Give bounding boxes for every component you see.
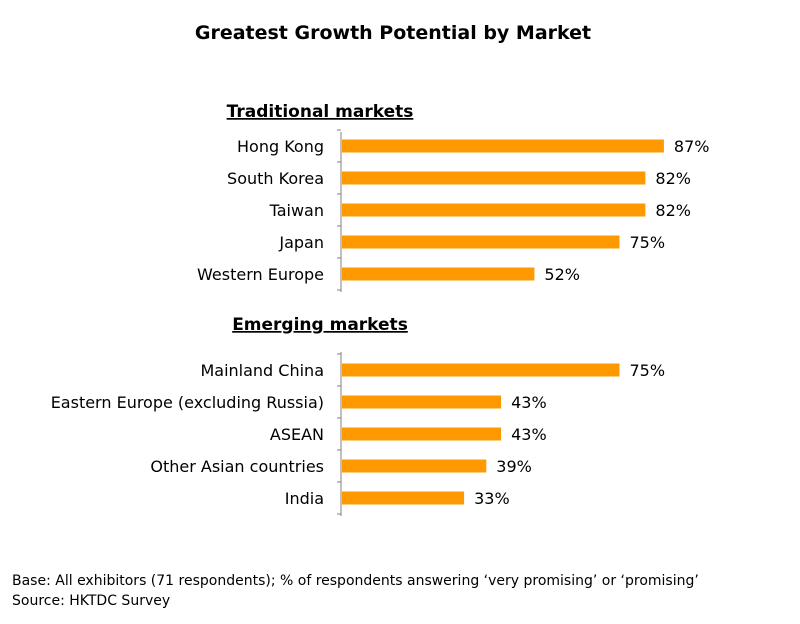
data-label: 82%: [655, 201, 691, 220]
data-label: 43%: [511, 425, 547, 444]
bar-group: Traditional markets Hong Kong 87% South Kor…: [197, 102, 709, 292]
bar-groups: Traditional markets Hong Kong 87% South Kor…: [51, 102, 709, 516]
category-label: South Korea: [227, 169, 324, 188]
bar: [342, 427, 502, 441]
bar: [342, 171, 646, 185]
category-label: Other Asian countries: [150, 457, 324, 476]
category-label: India: [285, 489, 324, 508]
group-title: Traditional markets: [227, 102, 414, 122]
chart-title: Greatest Growth Potential by Market: [195, 22, 591, 44]
bar: [342, 363, 620, 377]
bar-group: Emerging markets Mainland China 75% Eastern…: [51, 315, 665, 516]
bar: [342, 491, 465, 505]
category-label: Japan: [278, 233, 324, 252]
bar: [342, 139, 664, 153]
group-title: Emerging markets: [232, 315, 408, 335]
bar: [342, 459, 487, 473]
data-label: 39%: [496, 457, 532, 476]
data-label: 33%: [474, 489, 510, 508]
category-label: Mainland China: [200, 361, 324, 380]
data-label: 75%: [630, 233, 666, 252]
bar: [342, 395, 502, 409]
category-label: Western Europe: [197, 265, 324, 284]
bar: [342, 203, 646, 217]
category-label: Eastern Europe (excluding Russia): [51, 393, 324, 412]
data-label: 43%: [511, 393, 547, 412]
category-label: Hong Kong: [237, 137, 324, 156]
data-label: 75%: [630, 361, 666, 380]
data-label: 87%: [674, 137, 710, 156]
bar: [342, 267, 535, 281]
footer-source-note: Source: HKTDC Survey: [12, 593, 171, 609]
footer-base-note: Base: All exhibitors (71 respondents); %…: [12, 573, 699, 589]
bar: [342, 235, 620, 249]
data-label: 52%: [544, 265, 580, 284]
category-label: Taiwan: [269, 201, 324, 220]
category-label: ASEAN: [270, 425, 324, 444]
data-label: 82%: [655, 169, 691, 188]
